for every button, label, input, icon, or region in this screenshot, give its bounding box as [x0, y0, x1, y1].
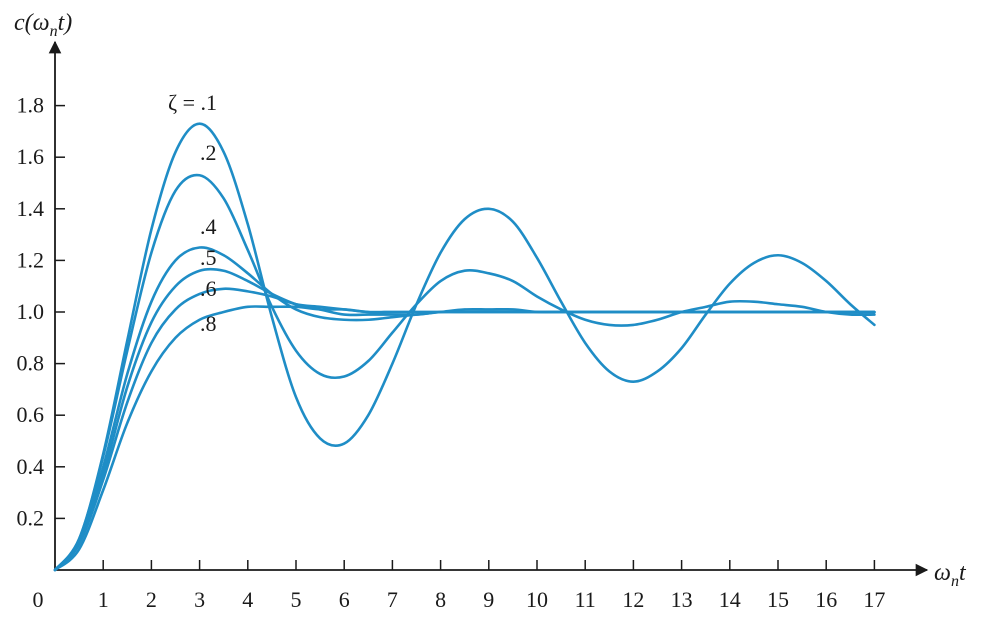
- x-tick-label: 8: [435, 587, 446, 612]
- y-tick-label: 0.2: [17, 505, 45, 530]
- x-tick-label: 5: [291, 587, 302, 612]
- response-curve-0: [53, 122, 876, 572]
- curves: [53, 122, 876, 572]
- y-tick-label: 1.6: [17, 144, 45, 169]
- x-tick-label: 6: [339, 587, 350, 612]
- response-curve-1: [53, 173, 876, 572]
- curve-labels: ζ = .1 .2 .4 .5 .6 .8: [168, 90, 217, 336]
- x-tick-label: 15: [767, 587, 789, 612]
- curve-label-5: .8: [200, 311, 217, 336]
- y-tick-label: 1.8: [17, 93, 45, 118]
- y-tick-label: 0.8: [17, 351, 45, 376]
- y-tick-label: 1.4: [17, 196, 45, 221]
- curve-label-2: .4: [200, 214, 217, 239]
- x-tick-label: 14: [719, 587, 741, 612]
- x-tick-label: 9: [483, 587, 494, 612]
- y-tick-label: 0.4: [17, 454, 45, 479]
- x-tick-label: 2: [146, 587, 157, 612]
- y-tick-label: 1.0: [17, 299, 45, 324]
- x-ticks: 0 1 2 3 4 5 6 7 8 9 10 11 12 13 14 15 16 17: [33, 560, 885, 612]
- x-tick-label: 3: [194, 587, 205, 612]
- curve-label-4: .6: [200, 276, 217, 301]
- x-axis-label: ωnt: [934, 560, 967, 590]
- x-tick-label: 0: [33, 587, 44, 612]
- x-tick-label: 17: [863, 587, 885, 612]
- response-curve-5: [53, 305, 876, 572]
- curve-label-3: .5: [200, 245, 217, 270]
- x-tick-label: 7: [387, 587, 398, 612]
- response-curve-2: [53, 246, 876, 572]
- x-tick-label: 11: [575, 587, 596, 612]
- y-tick-label: 1.2: [17, 247, 45, 272]
- x-tick-label: 12: [622, 587, 644, 612]
- response-curve-3: [53, 267, 876, 572]
- x-tick-label: 10: [526, 587, 548, 612]
- y-axis-label: c(ωnt): [14, 10, 72, 40]
- curve-label-0: ζ = .1: [168, 90, 217, 115]
- x-tick-label: 13: [671, 587, 693, 612]
- x-tick-label: 16: [815, 587, 837, 612]
- x-tick-label: 4: [242, 587, 253, 612]
- curve-label-1: .2: [200, 140, 217, 165]
- response-curve-4: [53, 287, 876, 572]
- x-tick-label: 1: [98, 587, 109, 612]
- y-ticks: 0.2 0.4 0.6 0.8 1.0 1.2 1.4 1.6 1.8: [17, 93, 65, 530]
- y-tick-label: 0.6: [17, 402, 45, 427]
